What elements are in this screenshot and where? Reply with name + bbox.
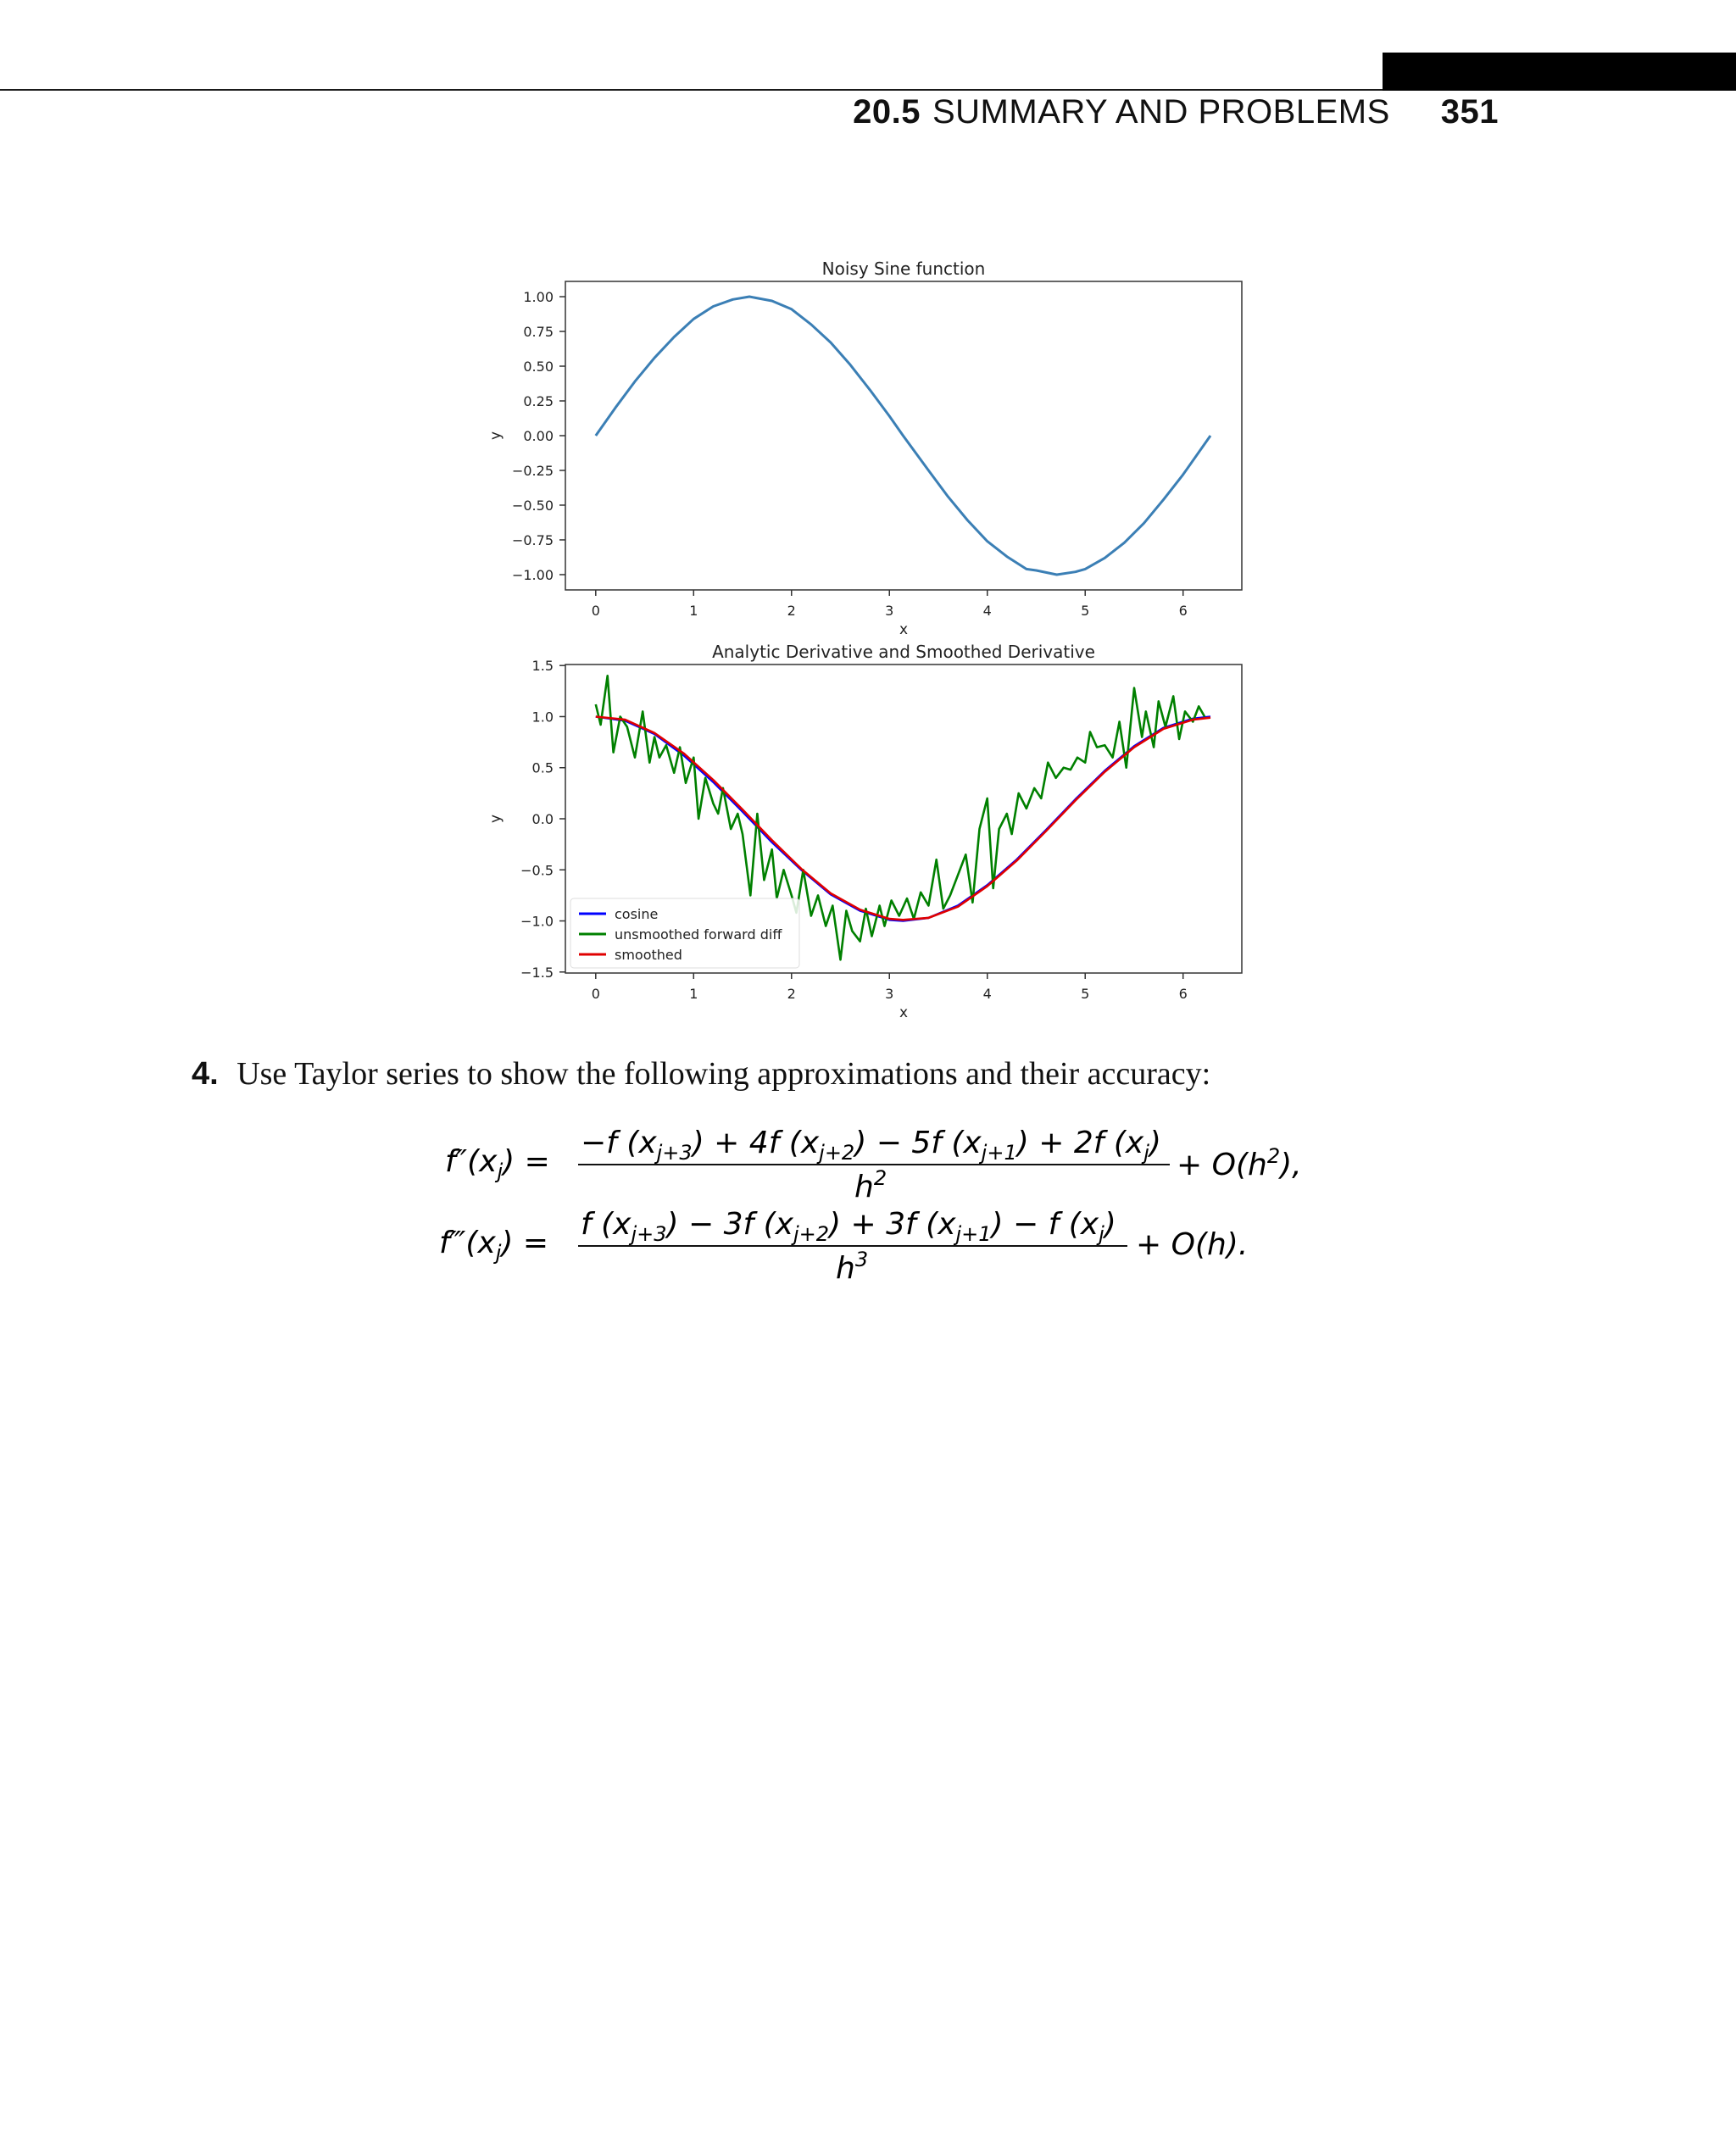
chart-title: Noisy Sine function bbox=[822, 259, 986, 279]
series-line-unsmoothed-forward-diff bbox=[594, 675, 1206, 961]
x-tick-label: 0 bbox=[592, 986, 600, 1002]
chart-title: Analytic Derivative and Smoothed Derivat… bbox=[712, 642, 1095, 662]
y-tick-label: −0.25 bbox=[512, 463, 554, 479]
legend-box bbox=[570, 898, 800, 969]
equations: f″(xj) = −f (xj+3) + 4f (xj+2) − 5f (xj+… bbox=[439, 1126, 1302, 1286]
y-tick-label: −1.5 bbox=[520, 965, 554, 981]
series-line-smoothed bbox=[595, 715, 1211, 921]
y-tick-label: 0.75 bbox=[523, 324, 554, 340]
svg-text:+ O(h2),: + O(h2), bbox=[1177, 1144, 1302, 1182]
problem-text: Use Taylor series to show the following … bbox=[236, 1056, 1211, 1092]
x-tick-label: 4 bbox=[983, 986, 992, 1002]
x-tick-label: 6 bbox=[1179, 986, 1188, 1002]
equation-second-derivative: f″(xj) = −f (xj+3) + 4f (xj+2) − 5f (xj+… bbox=[445, 1126, 1302, 1204]
x-tick-label: 5 bbox=[1081, 986, 1089, 1002]
legend-label: unsmoothed forward diff bbox=[615, 926, 782, 943]
equation-third-derivative: f‴(xj) = f (xj+3) − 3f (xj+2) + 3f (xj+1… bbox=[439, 1207, 1248, 1286]
legend-label: cosine bbox=[615, 906, 658, 922]
y-tick-label: 1.00 bbox=[523, 289, 554, 305]
y-tick-label: 1.0 bbox=[532, 709, 554, 725]
y-tick-label: 1.5 bbox=[532, 658, 554, 674]
y-tick-label: −0.5 bbox=[520, 862, 554, 878]
page-number: 351 bbox=[1440, 93, 1499, 131]
legend: cosine unsmoothed forward diff smoothed bbox=[570, 898, 800, 969]
section-number: 20.5 bbox=[853, 93, 921, 131]
running-header: 20.5 SUMMARY AND PROBLEMS 351 bbox=[853, 93, 1499, 131]
x-axis-label: x bbox=[899, 621, 908, 638]
x-tick-label: 6 bbox=[1179, 603, 1188, 619]
y-tick-label: 0.50 bbox=[523, 359, 554, 375]
section-title: SUMMARY AND PROBLEMS bbox=[932, 93, 1390, 131]
svg-text:f (xj+3) − 3f (xj+2) + 3f (xj+: f (xj+3) − 3f (xj+2) + 3f (xj+1) − f (xj… bbox=[581, 1207, 1116, 1246]
x-tick-label: 5 bbox=[1081, 603, 1089, 619]
chart-2: Analytic Derivative and Smoothed Derivat… bbox=[487, 642, 1243, 1021]
y-tick-label: −1.0 bbox=[520, 914, 554, 930]
legend-label: smoothed bbox=[615, 947, 682, 963]
x-tick-label: 3 bbox=[885, 986, 893, 1002]
x-tick-label: 2 bbox=[787, 986, 796, 1002]
y-tick-label: 0.25 bbox=[523, 393, 554, 409]
y-tick-label: 0.5 bbox=[532, 760, 554, 776]
problem-number: 4. bbox=[192, 1056, 219, 1092]
y-axis-label: y bbox=[487, 815, 504, 823]
header-rule bbox=[0, 89, 1736, 91]
y-tick-label: −0.50 bbox=[512, 498, 554, 514]
y-tick-label: −1.00 bbox=[512, 567, 554, 583]
series-line-cosine bbox=[595, 715, 1211, 922]
x-tick-label: 4 bbox=[983, 603, 992, 619]
chapter-tab bbox=[1383, 53, 1736, 91]
x-tick-label: 1 bbox=[689, 603, 698, 619]
y-axis-label: y bbox=[487, 431, 504, 440]
svg-text:−f (xj+3) + 4f (xj+2) − 5f (xj: −f (xj+3) + 4f (xj+2) − 5f (xj+1) + 2f (… bbox=[581, 1126, 1161, 1165]
x-tick-label: 3 bbox=[885, 603, 893, 619]
y-tick-label: 0.00 bbox=[523, 428, 554, 444]
x-axis-label: x bbox=[899, 1004, 908, 1021]
y-tick-label: −0.75 bbox=[512, 532, 554, 548]
x-tick-label: 2 bbox=[787, 603, 796, 619]
chart-1: Noisy Sine function 0 1 2 3 4 5 6 x 1.00 0.75 0.50 0… bbox=[487, 259, 1243, 638]
x-tick-label: 1 bbox=[689, 986, 698, 1002]
svg-text:f‴(xj) =: f‴(xj) = bbox=[439, 1226, 548, 1265]
svg-text:f″(xj) =: f″(xj) = bbox=[445, 1144, 550, 1183]
svg-text:+ O(h).: + O(h). bbox=[1136, 1227, 1248, 1262]
y-tick-label: 0.0 bbox=[532, 811, 554, 827]
x-tick-label: 0 bbox=[592, 603, 600, 619]
svg-text:h3: h3 bbox=[836, 1248, 868, 1286]
series-line-sine bbox=[594, 295, 1212, 576]
svg-text:h2: h2 bbox=[854, 1166, 887, 1204]
problem-4: 4. Use Taylor series to show the followi… bbox=[192, 1055, 1210, 1093]
